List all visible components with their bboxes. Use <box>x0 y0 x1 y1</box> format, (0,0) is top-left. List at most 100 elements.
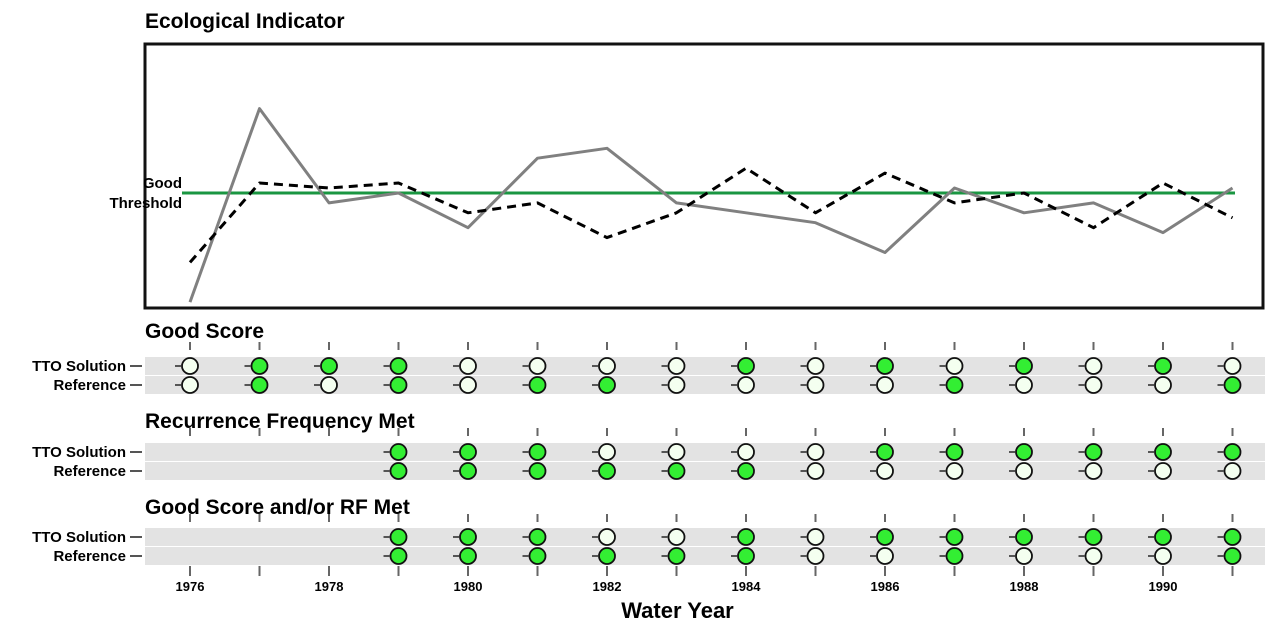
not-met-marker <box>806 443 825 461</box>
met-marker <box>389 528 408 546</box>
not-met-marker <box>876 462 894 480</box>
not-met-marker <box>1223 357 1242 375</box>
row-band <box>145 376 1265 394</box>
met-marker <box>389 443 408 461</box>
row-band <box>145 462 1265 480</box>
met-marker <box>1015 528 1033 546</box>
met-marker <box>667 462 686 480</box>
met-marker <box>598 462 616 480</box>
met-marker <box>945 528 964 546</box>
row-band <box>145 528 1265 546</box>
not-met-marker <box>528 357 547 375</box>
not-met-marker <box>667 528 686 546</box>
not-met-marker <box>1015 547 1033 565</box>
met-marker <box>598 376 616 394</box>
threshold-label-line-1: Good <box>143 175 182 192</box>
met-marker <box>1154 443 1172 461</box>
threshold-label-line-2: Threshold <box>109 195 182 212</box>
not-met-marker <box>598 357 616 375</box>
not-met-marker <box>1154 376 1172 394</box>
met-marker <box>389 376 408 394</box>
not-met-marker <box>737 376 755 394</box>
met-marker <box>250 357 269 375</box>
not-met-marker <box>459 376 477 394</box>
row-label: TTO Solution <box>32 358 126 375</box>
not-met-marker <box>806 528 825 546</box>
not-met-marker <box>1154 462 1172 480</box>
row-label: Reference <box>53 463 126 480</box>
row-band <box>145 547 1265 565</box>
not-met-marker <box>459 357 477 375</box>
met-marker <box>598 547 616 565</box>
met-marker <box>250 376 269 394</box>
panel-title-good-score-or-rf: Good Score and/or RF Met <box>145 496 410 519</box>
met-marker <box>389 462 408 480</box>
met-marker <box>876 357 894 375</box>
not-met-marker <box>1154 547 1172 565</box>
met-marker <box>389 357 408 375</box>
x-tick-label: 1980 <box>454 579 483 594</box>
met-marker <box>528 376 547 394</box>
x-axis-label: Water Year <box>621 598 734 623</box>
not-met-marker <box>737 443 755 461</box>
x-tick-label: 1990 <box>1149 579 1178 594</box>
met-marker <box>737 528 755 546</box>
row-band <box>145 357 1265 375</box>
x-tick-label: 1986 <box>871 579 900 594</box>
met-marker <box>876 528 894 546</box>
series-line-gray <box>188 107 1234 303</box>
not-met-marker <box>598 443 616 461</box>
not-met-marker <box>320 376 338 394</box>
met-marker <box>528 528 547 546</box>
chart-title: Ecological Indicator <box>145 10 345 33</box>
x-tick-label: 1984 <box>732 579 762 594</box>
row-label: TTO Solution <box>32 444 126 461</box>
met-marker <box>459 462 477 480</box>
met-marker <box>737 547 755 565</box>
row-band <box>145 443 1265 461</box>
series-line-dashed <box>188 166 1234 264</box>
not-met-marker <box>598 528 616 546</box>
met-marker <box>1223 528 1242 546</box>
x-tick-label: 1976 <box>176 579 205 594</box>
not-met-marker <box>945 357 964 375</box>
not-met-marker <box>667 376 686 394</box>
not-met-marker <box>806 376 825 394</box>
met-marker <box>667 547 686 565</box>
met-marker <box>1084 528 1103 546</box>
met-marker <box>459 528 477 546</box>
not-met-marker <box>806 357 825 375</box>
met-marker <box>389 547 408 565</box>
met-marker <box>1084 443 1103 461</box>
met-marker <box>945 376 964 394</box>
met-marker <box>945 443 964 461</box>
met-marker <box>528 462 547 480</box>
not-met-marker <box>667 357 686 375</box>
panel-title-good-score: Good Score <box>145 320 265 343</box>
met-marker <box>1223 547 1242 565</box>
plot-frame <box>143 42 1265 310</box>
not-met-marker <box>945 462 964 480</box>
panel-title-recurrence-frequency: Recurrence Frequency Met <box>145 410 415 433</box>
met-marker <box>528 443 547 461</box>
not-met-marker <box>806 462 825 480</box>
not-met-marker <box>1015 462 1033 480</box>
not-met-marker <box>667 443 686 461</box>
met-marker <box>459 443 477 461</box>
x-tick-label: 1978 <box>315 579 344 594</box>
not-met-marker <box>1223 462 1242 480</box>
met-marker <box>737 357 755 375</box>
met-marker <box>1154 357 1172 375</box>
not-met-marker <box>1084 376 1103 394</box>
not-met-marker <box>1084 547 1103 565</box>
not-met-marker <box>181 376 199 394</box>
met-marker <box>528 547 547 565</box>
met-marker <box>1015 443 1033 461</box>
met-marker <box>1223 376 1242 394</box>
met-marker <box>945 547 964 565</box>
x-tick-label: 1982 <box>593 579 622 594</box>
not-met-marker <box>181 357 199 375</box>
not-met-marker <box>1084 462 1103 480</box>
met-marker <box>459 547 477 565</box>
